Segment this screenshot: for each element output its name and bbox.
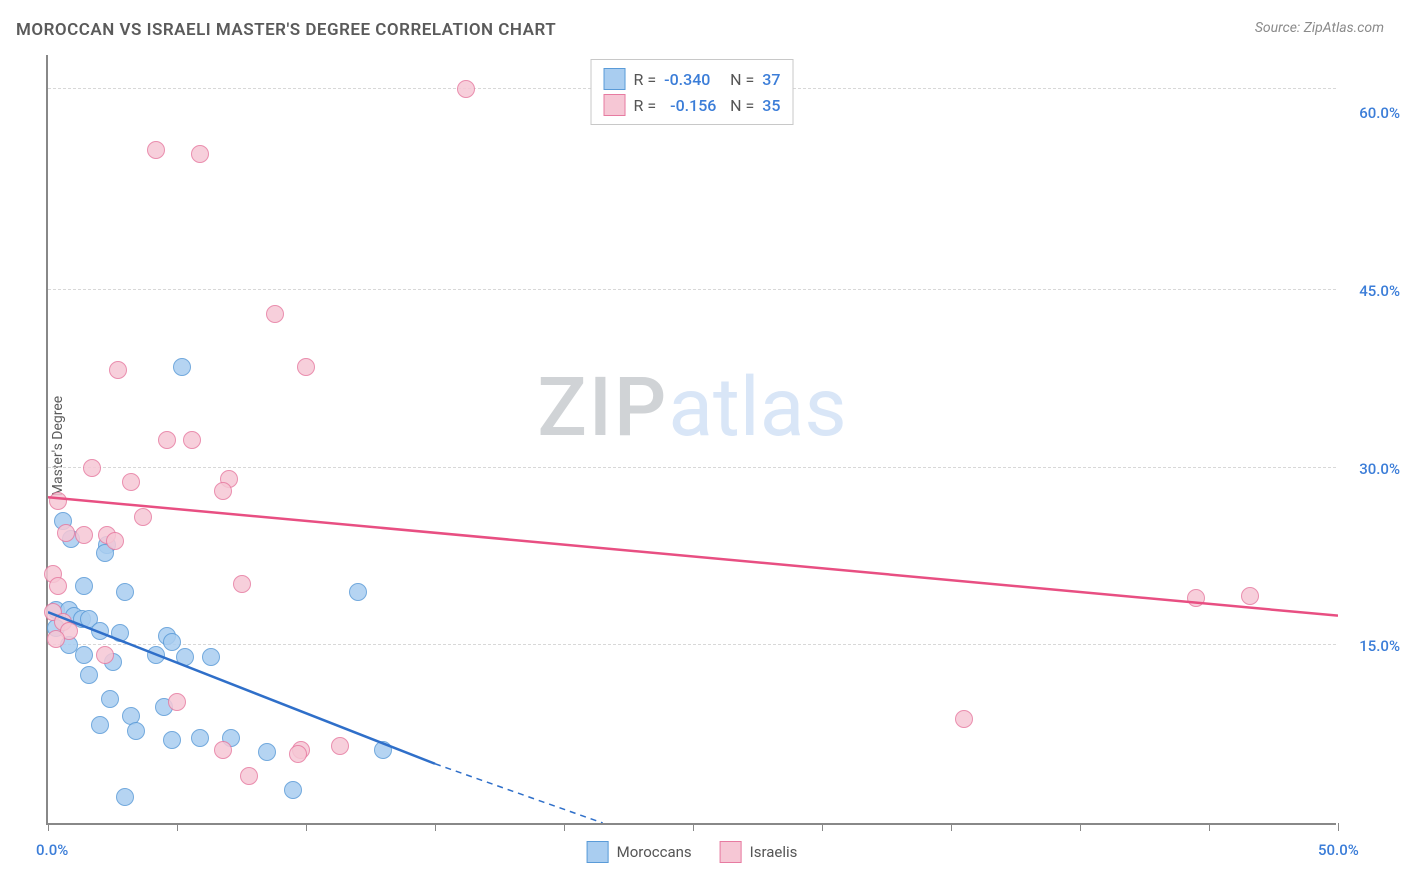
x-tick [564,823,565,831]
correlation-legend: R = -0.340 N = 37 R = -0.156 N = 35 [591,59,794,125]
x-tick-label: 0.0% [36,841,68,859]
trend-lines-layer [48,53,1338,823]
legend-row: R = -0.156 N = 35 [604,92,781,118]
trend-line [48,497,1338,615]
legend-item-moroccans: Moroccans [587,841,692,863]
x-tick [435,823,436,831]
plot-area: ZIPatlas R = -0.340 N = 37 R = -0.156 N … [46,55,1336,825]
x-tick [693,823,694,831]
trend-line-extrapolated [435,764,603,823]
y-tick-label: 45.0% [1359,282,1400,300]
chart-container: MOROCCAN VS ISRAELI MASTER'S DEGREE CORR… [0,0,1406,892]
legend-swatch-israelis [720,841,742,863]
x-tick [1338,823,1339,831]
trend-line [48,612,435,764]
x-tick [951,823,952,831]
legend-swatch-moroccans [604,68,626,90]
y-tick-label: 15.0% [1359,637,1400,655]
legend-item-israelis: Israelis [720,841,798,863]
y-tick-label: 30.0% [1359,460,1400,478]
x-tick [1209,823,1210,831]
source-attribution: Source: ZipAtlas.com [1255,20,1384,36]
series-legend: Moroccans Israelis [587,841,798,863]
legend-row: R = -0.340 N = 37 [604,66,781,92]
y-tick-label: 60.0% [1359,104,1400,122]
x-tick [48,823,49,831]
x-tick [177,823,178,831]
legend-swatch-israelis [604,94,626,116]
x-tick [1080,823,1081,831]
legend-swatch-moroccans [587,841,609,863]
x-tick [306,823,307,831]
chart-title: MOROCCAN VS ISRAELI MASTER'S DEGREE CORR… [16,20,556,40]
x-tick-label: 50.0% [1318,841,1359,859]
x-tick [822,823,823,831]
